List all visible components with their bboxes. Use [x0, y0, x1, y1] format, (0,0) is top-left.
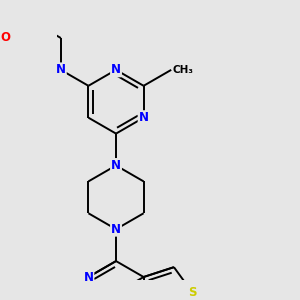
Text: N: N	[111, 159, 121, 172]
Text: N: N	[56, 63, 66, 76]
Text: N: N	[111, 63, 121, 76]
Text: O: O	[1, 32, 10, 44]
Text: N: N	[83, 271, 93, 284]
Text: N: N	[139, 111, 148, 124]
Text: N: N	[111, 223, 121, 236]
Text: CH₃: CH₃	[173, 65, 194, 75]
Text: S: S	[188, 286, 197, 299]
